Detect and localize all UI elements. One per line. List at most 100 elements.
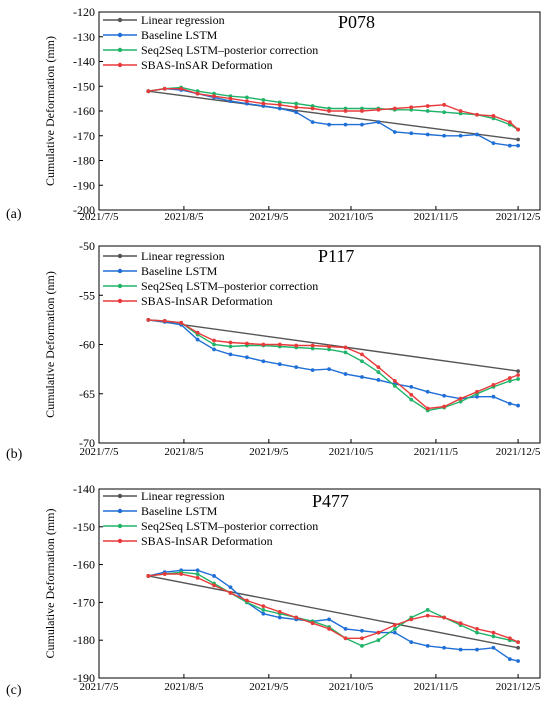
data-point-sbas [310, 106, 315, 111]
x-tick-label: 2021/9/5 [249, 211, 289, 223]
x-tick-label: 2021/7/5 [79, 446, 119, 458]
data-point-seq2seq [376, 638, 381, 643]
data-point-sbas [146, 574, 151, 578]
data-point-baseline [475, 132, 479, 137]
legend-label-seq2seq: Seq2Seq LSTM–posterior correction [141, 519, 318, 533]
x-tick-label: 2021/11/5 [414, 681, 459, 693]
data-point-sbas [327, 109, 331, 113]
data-point-baseline [277, 362, 282, 367]
series-line-seq2seq [148, 86, 519, 131]
chart-panel-1: -200 -190 -180 -170 -160 -150 -140 -130 -120 2021… [6, 5, 541, 223]
series-line-baseline [148, 569, 519, 662]
data-point-sbas [261, 604, 266, 609]
data-point-baseline [516, 403, 520, 408]
data-point-seq2seq [458, 399, 463, 404]
data-point-sbas [146, 317, 151, 322]
data-point-baseline [294, 365, 299, 370]
series-line-linear [148, 575, 519, 649]
data-point-baseline [228, 352, 233, 357]
data-point-seq2seq [392, 383, 397, 388]
data-point-sbas [360, 352, 364, 357]
data-point-sbas [409, 392, 414, 397]
x-tick-label: 2021/9/5 [249, 446, 289, 458]
data-point-baseline [376, 378, 381, 382]
x-tick-label: 2021/7/5 [79, 681, 119, 693]
x-tick-label: 2021/8/5 [164, 446, 204, 458]
data-point-sbas [294, 343, 299, 348]
data-point-baseline [212, 574, 216, 578]
data-point-sbas [360, 636, 364, 641]
data-point-baseline [294, 110, 299, 115]
data-point-baseline [409, 384, 414, 389]
data-point-sbas [310, 343, 315, 348]
legend-label-baseline: Baseline LSTM [141, 28, 218, 42]
data-point-baseline [343, 122, 348, 127]
chart-title: P078 [338, 12, 375, 32]
data-point-sbas [294, 105, 299, 110]
data-point-sbas [343, 109, 348, 113]
data-point-sbas [228, 591, 233, 595]
data-point-sbas [360, 109, 364, 113]
data-point-baseline [310, 120, 315, 125]
data-point-baseline [507, 657, 512, 661]
y-axis-label: Cumulative Deformation (mm) [43, 36, 57, 186]
data-point-sbas [179, 572, 184, 576]
legend-marker-baseline [117, 508, 123, 514]
data-point-baseline [475, 394, 479, 399]
data-point-sbas [162, 572, 167, 576]
x-tick-label: 2021/12/5 [496, 681, 541, 693]
x-tick-label: 2021/8/5 [164, 211, 204, 223]
data-point-seq2seq [310, 346, 315, 351]
data-point-seq2seq [475, 630, 479, 635]
chart-title: P117 [318, 246, 354, 266]
plot-frame [98, 488, 541, 679]
data-point-seq2seq [360, 359, 364, 364]
data-point-baseline [516, 659, 520, 663]
data-point-sbas [491, 382, 496, 387]
chart-panel-3: -190 -180 -170 -160 -150 -140 2021/7/5 2021/8/5… [6, 482, 541, 698]
y-tick-label: -120 [73, 5, 95, 19]
data-point-baseline [409, 131, 414, 136]
legend-marker-sbas [117, 62, 123, 68]
series-line-seq2seq [148, 319, 519, 412]
y-tick-label: -150 [73, 520, 95, 534]
x-tick-label: 2021/10/5 [329, 211, 374, 223]
y-tick-label: -65 [79, 387, 95, 401]
data-point-sbas [392, 623, 397, 627]
x-tick-label: 2021/11/5 [414, 446, 459, 458]
data-point-baseline [425, 132, 430, 137]
data-point-sbas [327, 344, 331, 349]
y-tick-label: -180 [73, 154, 95, 168]
data-point-sbas [261, 101, 266, 106]
data-point-baseline [327, 617, 331, 622]
data-point-sbas [425, 104, 430, 108]
data-point-baseline [261, 611, 266, 616]
data-point-sbas [294, 615, 299, 620]
data-point-seq2seq [294, 101, 299, 106]
data-point-baseline [327, 367, 331, 372]
data-point-baseline [343, 372, 348, 376]
x-tick-label: 2021/10/5 [329, 446, 374, 458]
data-point-seq2seq [261, 97, 266, 102]
data-point-baseline [228, 585, 233, 590]
data-point-baseline [442, 645, 447, 650]
data-point-sbas [392, 106, 397, 111]
data-point-sbas [228, 96, 233, 101]
data-point-sbas [277, 609, 282, 614]
y-axis-label: Cumulative Deformation (mm) [43, 509, 57, 659]
series-line-linear [148, 90, 519, 141]
data-point-sbas [491, 114, 496, 118]
data-point-sbas [409, 105, 414, 110]
data-point-sbas [245, 598, 249, 603]
data-point-sbas [475, 112, 479, 117]
y-tick-label: -170 [73, 129, 95, 143]
legend-marker-linear [117, 253, 123, 259]
y-tick-label: -160 [73, 104, 95, 118]
data-point-sbas [310, 621, 315, 626]
data-point-sbas [343, 636, 348, 641]
data-point-baseline [442, 393, 447, 398]
data-point-sbas [212, 338, 216, 343]
data-point-baseline [507, 143, 512, 148]
data-point-baseline [360, 375, 364, 379]
